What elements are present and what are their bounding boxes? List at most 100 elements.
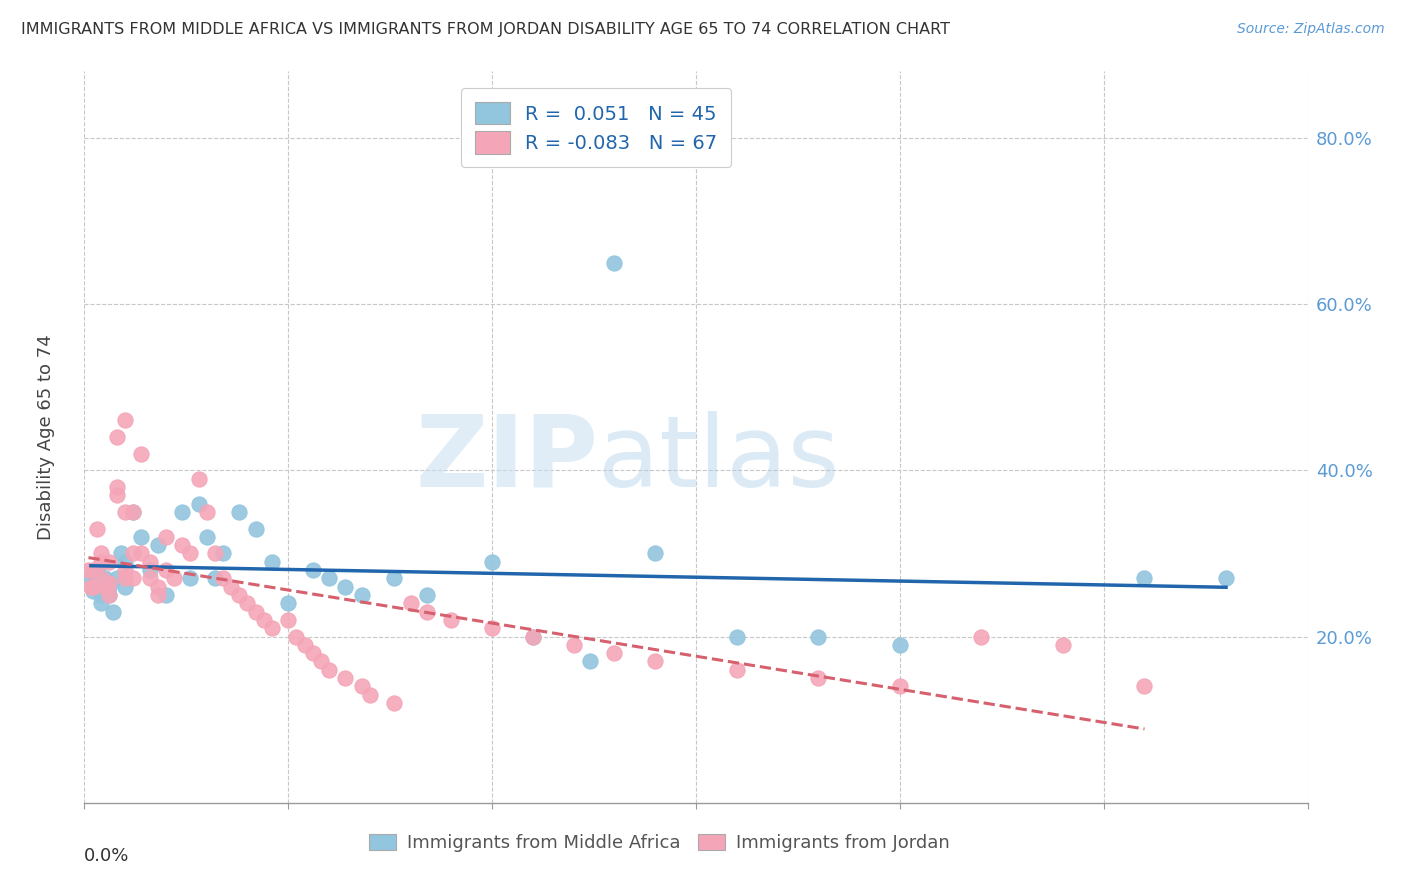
Point bbox=[114, 555, 136, 569]
Point bbox=[155, 563, 177, 577]
Point bbox=[97, 588, 120, 602]
Point bbox=[114, 563, 136, 577]
Point bbox=[105, 488, 128, 502]
Point bbox=[260, 621, 283, 635]
Point bbox=[219, 580, 242, 594]
Point bbox=[82, 580, 104, 594]
Point bbox=[172, 505, 194, 519]
Point bbox=[301, 563, 323, 577]
Point bbox=[90, 588, 112, 602]
Point bbox=[318, 571, 340, 585]
Point bbox=[440, 613, 463, 627]
Point bbox=[889, 680, 911, 694]
Point bbox=[382, 571, 405, 585]
Point bbox=[522, 630, 544, 644]
Point bbox=[522, 630, 544, 644]
Point bbox=[77, 563, 100, 577]
Point bbox=[122, 505, 145, 519]
Point bbox=[131, 530, 153, 544]
Point bbox=[335, 671, 357, 685]
Point bbox=[309, 655, 332, 669]
Point bbox=[83, 575, 105, 590]
Point bbox=[105, 480, 128, 494]
Point bbox=[101, 605, 124, 619]
Point bbox=[114, 505, 136, 519]
Point bbox=[97, 588, 120, 602]
Point bbox=[725, 630, 748, 644]
Point bbox=[93, 580, 115, 594]
Point bbox=[155, 530, 177, 544]
Point bbox=[253, 613, 276, 627]
Point bbox=[228, 505, 250, 519]
Point bbox=[97, 575, 120, 590]
Point bbox=[277, 596, 299, 610]
Point bbox=[399, 596, 422, 610]
Point bbox=[163, 571, 186, 585]
Point bbox=[481, 621, 503, 635]
Point bbox=[416, 605, 439, 619]
Point bbox=[562, 638, 585, 652]
Text: Source: ZipAtlas.com: Source: ZipAtlas.com bbox=[1237, 22, 1385, 37]
Point bbox=[179, 571, 201, 585]
Text: ZIP: ZIP bbox=[415, 410, 598, 508]
Point bbox=[146, 588, 169, 602]
Point bbox=[725, 663, 748, 677]
Point bbox=[179, 546, 201, 560]
Point bbox=[212, 571, 235, 585]
Point bbox=[122, 571, 145, 585]
Point bbox=[416, 588, 439, 602]
Point bbox=[105, 430, 128, 444]
Point bbox=[93, 571, 115, 585]
Point bbox=[114, 413, 136, 427]
Point bbox=[195, 505, 218, 519]
Text: 0.0%: 0.0% bbox=[84, 847, 129, 864]
Point bbox=[1215, 571, 1237, 585]
Point bbox=[80, 580, 103, 594]
Point bbox=[90, 571, 112, 585]
Point bbox=[603, 255, 626, 269]
Point bbox=[301, 646, 323, 660]
Point bbox=[277, 613, 299, 627]
Point bbox=[481, 555, 503, 569]
Point bbox=[350, 588, 373, 602]
Point bbox=[122, 546, 145, 560]
Point bbox=[131, 447, 153, 461]
Point bbox=[155, 588, 177, 602]
Point bbox=[1052, 638, 1074, 652]
Point bbox=[105, 571, 128, 585]
Point bbox=[114, 571, 136, 585]
Point bbox=[138, 563, 160, 577]
Point bbox=[285, 630, 308, 644]
Point bbox=[294, 638, 316, 652]
Point bbox=[172, 538, 194, 552]
Point bbox=[245, 605, 267, 619]
Point bbox=[90, 596, 112, 610]
Point bbox=[359, 688, 381, 702]
Point bbox=[138, 571, 160, 585]
Point bbox=[110, 546, 132, 560]
Point bbox=[86, 563, 108, 577]
Point bbox=[644, 546, 666, 560]
Point bbox=[97, 555, 120, 569]
Point bbox=[138, 555, 160, 569]
Point bbox=[228, 588, 250, 602]
Point bbox=[807, 630, 830, 644]
Point bbox=[603, 646, 626, 660]
Point bbox=[807, 671, 830, 685]
Point bbox=[114, 580, 136, 594]
Point bbox=[889, 638, 911, 652]
Point bbox=[187, 472, 209, 486]
Point bbox=[1133, 571, 1156, 585]
Point bbox=[146, 538, 169, 552]
Point bbox=[86, 521, 108, 535]
Point bbox=[204, 571, 226, 585]
Point bbox=[146, 580, 169, 594]
Text: atlas: atlas bbox=[598, 410, 839, 508]
Point bbox=[82, 563, 104, 577]
Point bbox=[644, 655, 666, 669]
Point bbox=[245, 521, 267, 535]
Point bbox=[90, 555, 112, 569]
Point bbox=[195, 530, 218, 544]
Point bbox=[122, 505, 145, 519]
Point bbox=[204, 546, 226, 560]
